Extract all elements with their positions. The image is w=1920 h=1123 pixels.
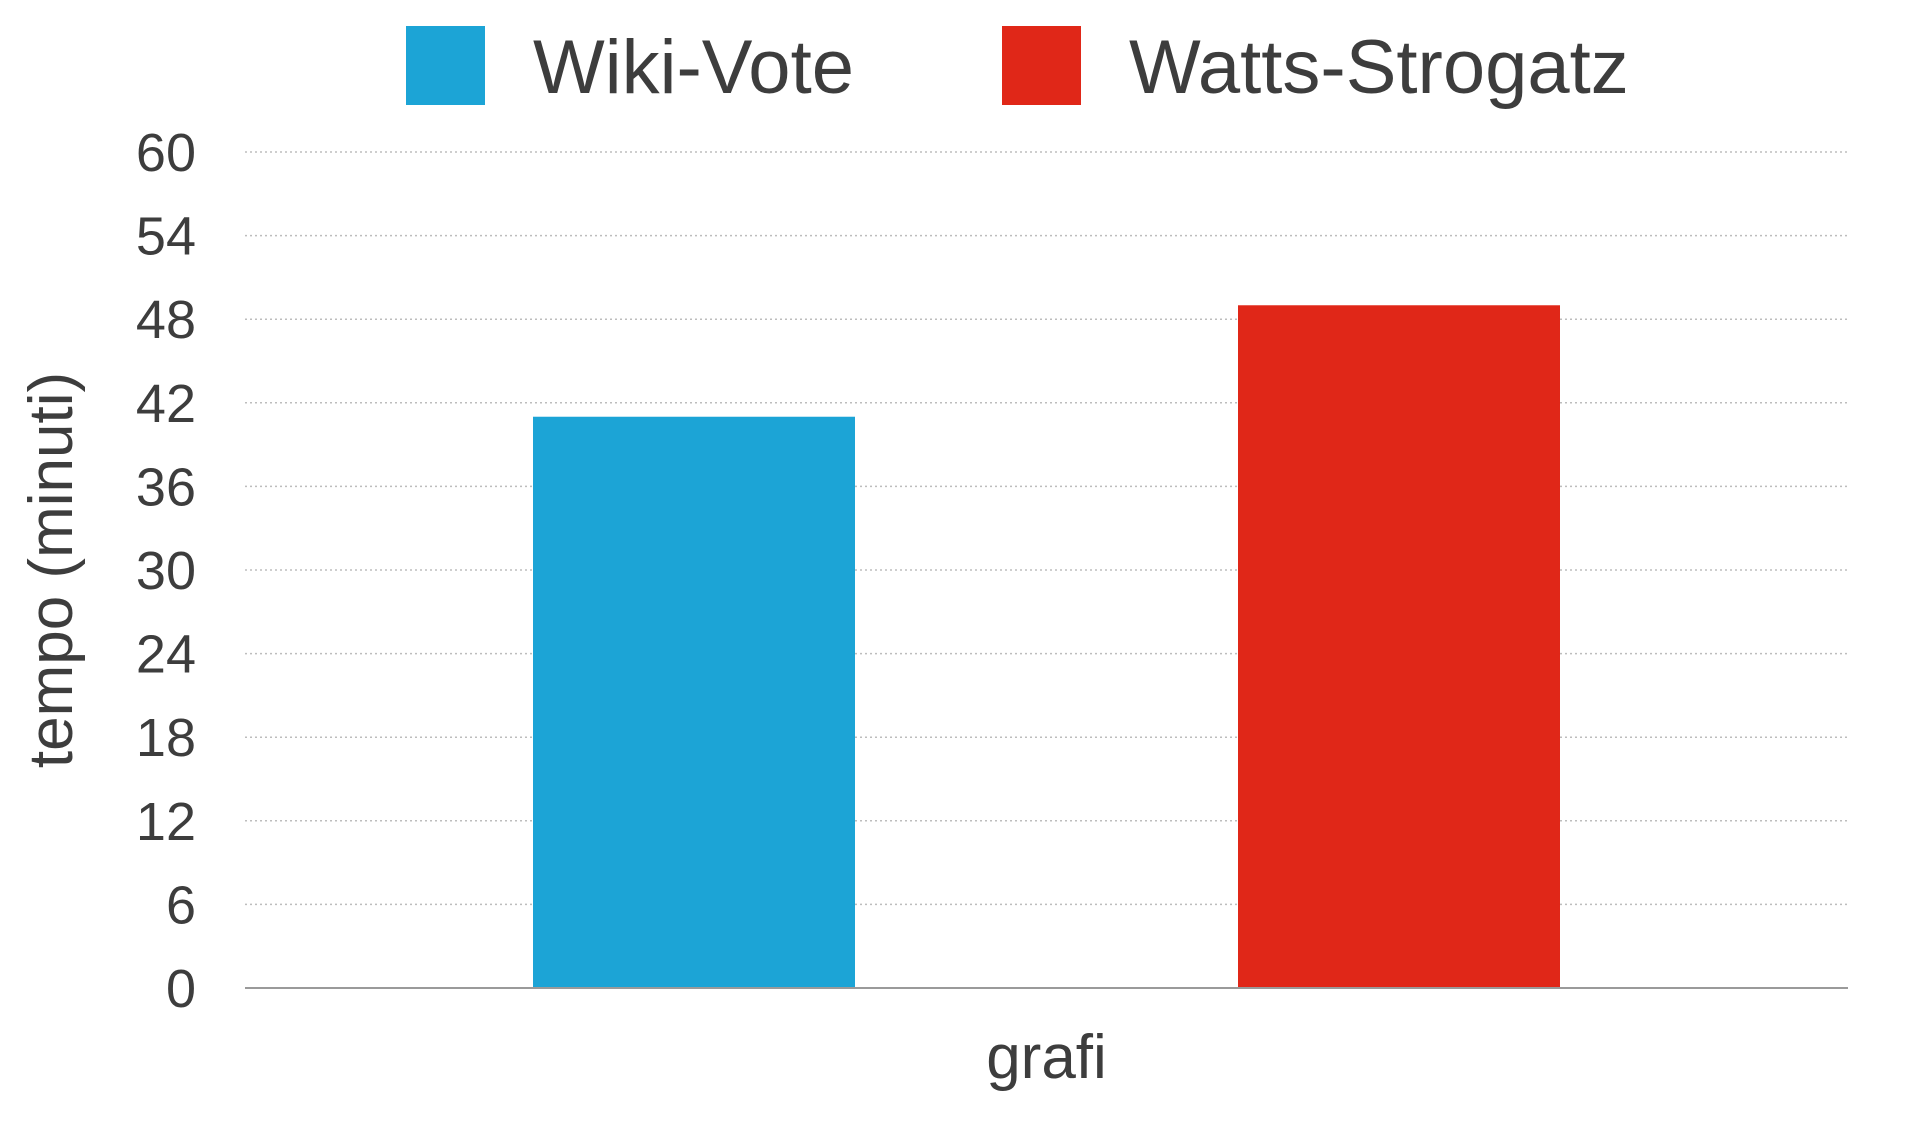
- y-tick-label: 6: [166, 875, 196, 935]
- x-axis-title: grafi: [986, 1023, 1107, 1092]
- y-axis-ticks: 0 6 12 18 24 30 36 42 48 54 60: [136, 123, 196, 1019]
- gridlines: [245, 151, 1848, 906]
- legend-label: Watts-Strogatz: [1129, 25, 1629, 110]
- bars: [533, 305, 1560, 988]
- y-tick-label: 18: [136, 708, 196, 768]
- y-tick-label: 42: [136, 374, 196, 434]
- legend-swatch: [1002, 26, 1081, 105]
- bar-watts-strogatz: [1238, 305, 1560, 988]
- bar-wiki-vote: [533, 416, 855, 988]
- y-tick-label: 12: [136, 792, 196, 852]
- y-tick-label: 30: [136, 541, 196, 601]
- legend-swatch: [406, 26, 485, 105]
- y-axis-title: tempo (minuti): [17, 372, 86, 768]
- legend-label: Wiki-Vote: [533, 25, 854, 110]
- y-tick-label: 48: [136, 290, 196, 350]
- y-tick-label: 36: [136, 457, 196, 517]
- y-tick-label: 24: [136, 625, 196, 685]
- y-tick-label: 60: [136, 123, 196, 183]
- y-tick-label: 54: [136, 207, 196, 267]
- legend: Wiki-Vote Watts-Strogatz: [406, 25, 1629, 110]
- y-tick-label: 0: [166, 959, 196, 1019]
